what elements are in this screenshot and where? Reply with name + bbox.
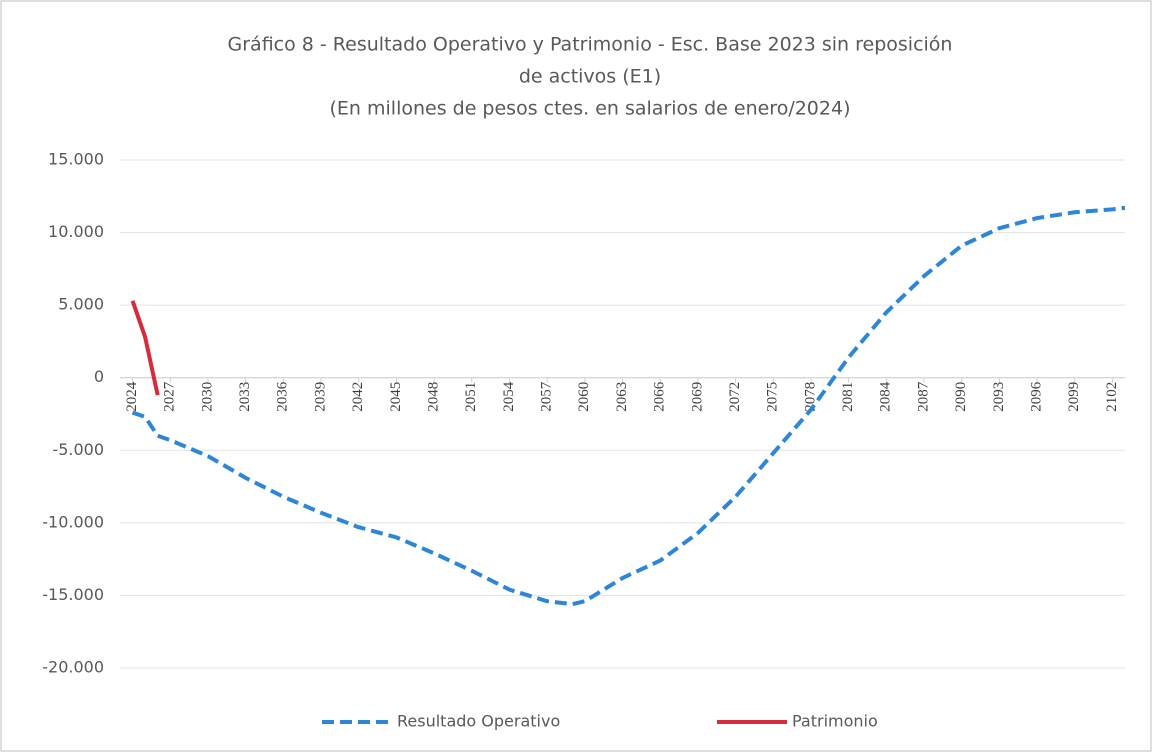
legend-label: Resultado Operativo bbox=[397, 712, 560, 731]
x-tick-label: 2057 bbox=[539, 381, 555, 412]
x-tick-label: 2063 bbox=[614, 382, 630, 412]
chart-title: (En millones de pesos ctes. en salarios … bbox=[330, 98, 851, 120]
x-tick-label: 2081 bbox=[840, 382, 856, 412]
y-tick-label: -10.000 bbox=[42, 512, 104, 531]
chart-title: de activos (E1) bbox=[519, 66, 661, 88]
x-tick-label: 2099 bbox=[1066, 382, 1082, 412]
x-tick-label: 2030 bbox=[199, 382, 215, 412]
x-tick-label: 2033 bbox=[237, 382, 253, 412]
x-tick-label: 2051 bbox=[463, 382, 479, 412]
y-tick-label: -20.000 bbox=[42, 658, 104, 677]
y-tick-label: 10.000 bbox=[48, 222, 104, 241]
y-tick-label: -5.000 bbox=[52, 440, 104, 459]
x-tick-label: 2102 bbox=[1104, 382, 1120, 412]
x-tick-label: 2048 bbox=[426, 382, 442, 412]
x-tick-label: 2066 bbox=[652, 381, 668, 412]
x-tick-label: 2096 bbox=[1029, 381, 1045, 412]
chart-title: Gráfico 8 - Resultado Operativo y Patrim… bbox=[228, 34, 953, 56]
x-tick-label: 2093 bbox=[991, 382, 1007, 412]
x-tick-label: 2069 bbox=[689, 382, 705, 412]
x-tick-label: 2087 bbox=[915, 381, 931, 412]
y-tick-label: 15.000 bbox=[48, 150, 104, 169]
line-series bbox=[131, 205, 1126, 607]
x-tick-label: 2045 bbox=[388, 382, 404, 412]
legend-label: Patrimonio bbox=[792, 712, 878, 731]
y-tick-label: 0 bbox=[94, 367, 104, 386]
x-tick-label: 2075 bbox=[765, 382, 781, 412]
x-tick-label: 2078 bbox=[802, 382, 818, 412]
x-tick-label: 2084 bbox=[878, 381, 894, 412]
x-tick-label: 2036 bbox=[275, 381, 291, 412]
x-tick-label: 2027 bbox=[162, 381, 178, 412]
line-series bbox=[130, 300, 160, 396]
x-tick-label: 2042 bbox=[350, 382, 366, 412]
x-tick-label: 2090 bbox=[953, 382, 969, 412]
y-tick-label: 5.000 bbox=[58, 295, 104, 314]
y-tick-label: -15.000 bbox=[42, 585, 104, 604]
x-tick-label: 2072 bbox=[727, 382, 743, 412]
x-tick-label: 2054 bbox=[501, 381, 517, 412]
x-tick-label: 2024 bbox=[124, 381, 140, 412]
x-tick-label: 2039 bbox=[312, 382, 328, 412]
x-tick-label: 2060 bbox=[576, 382, 592, 412]
